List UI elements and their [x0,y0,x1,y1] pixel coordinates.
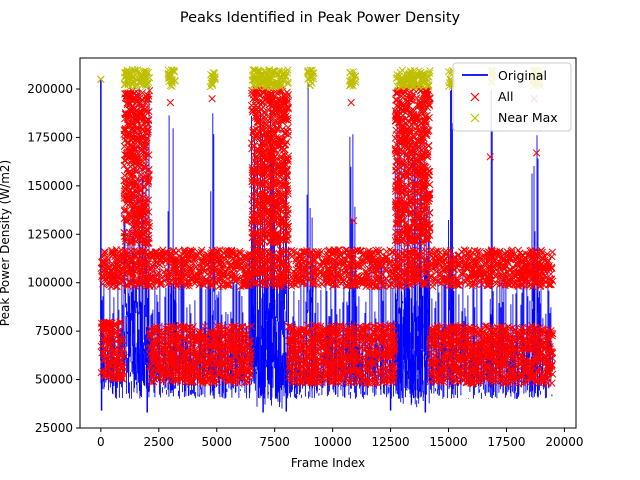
all-marker [485,254,493,262]
all-marker [548,379,556,387]
all-marker [191,255,199,264]
all-marker [548,248,557,256]
all-marker [259,281,268,289]
all-marker [309,281,317,289]
all-marker [433,251,441,260]
all-marker [359,258,367,267]
all-marker [484,248,493,256]
all-marker [419,267,428,275]
all-marker [446,262,454,270]
all-marker [346,259,355,268]
all-marker [332,248,340,257]
all-marker [476,278,484,286]
all-marker [464,253,472,261]
all-marker [101,259,109,268]
all-marker [267,271,276,279]
all-marker [99,280,107,288]
all-marker [275,277,283,285]
all-marker [478,252,487,260]
all-marker [441,274,449,282]
all-marker [403,277,411,285]
all-marker [179,266,188,274]
all-marker [300,257,309,265]
all-marker [547,275,555,283]
all-marker [437,253,446,261]
all-marker [200,273,208,281]
all-marker [139,271,147,279]
all-marker [174,247,183,255]
all-marker [453,281,461,289]
all-marker [309,268,317,276]
all-marker [263,278,271,286]
all-marker [165,274,173,282]
all-marker [330,257,338,265]
all-marker [538,248,547,256]
all-marker [171,260,180,268]
all-marker [120,171,129,180]
all-marker [284,260,293,268]
all-marker [113,282,121,291]
all-marker [498,275,506,284]
all-marker [299,278,307,287]
all-marker [386,257,394,266]
all-marker [470,271,478,279]
all-marker [342,256,350,265]
all-marker [274,277,282,285]
all-marker [163,266,171,274]
all-marker [373,265,382,273]
all-marker [440,265,448,273]
all-marker [463,256,472,264]
all-marker [493,272,501,280]
all-marker [531,260,539,269]
all-marker [252,278,260,286]
all-marker [144,252,152,260]
all-marker [306,275,314,283]
all-marker [514,246,523,254]
all-marker [525,282,533,291]
all-marker [156,280,164,288]
series-layer [97,65,557,413]
chart-title: Peaks Identified in Peak Power Density [180,10,461,26]
all-marker [420,268,428,277]
series-all [97,75,557,388]
all-marker [267,281,275,289]
all-marker [320,269,328,278]
all-marker [197,248,205,256]
all-marker [428,276,437,284]
all-marker [200,264,208,273]
all-marker [487,264,495,273]
all-marker [485,280,494,288]
all-marker [224,281,232,289]
all-marker [353,278,361,286]
all-marker [103,253,111,262]
all-marker [292,281,300,289]
all-marker [447,281,455,290]
all-marker [455,259,464,268]
all-marker [428,279,437,287]
all-marker [275,257,283,265]
all-marker [429,263,437,271]
all-marker [451,253,460,261]
all-marker [501,264,509,272]
all-marker [339,257,348,265]
all-marker [526,281,534,289]
all-marker [168,276,176,285]
all-marker [336,250,345,258]
all-marker [419,278,427,286]
all-marker [203,260,212,268]
all-marker [195,281,203,289]
all-marker [276,246,285,254]
all-marker [395,250,403,258]
all-marker [190,273,199,281]
all-marker [173,282,181,290]
all-marker [421,256,429,264]
all-marker [324,247,332,255]
all-marker [475,258,483,266]
all-marker [498,252,506,260]
all-marker [382,247,391,256]
